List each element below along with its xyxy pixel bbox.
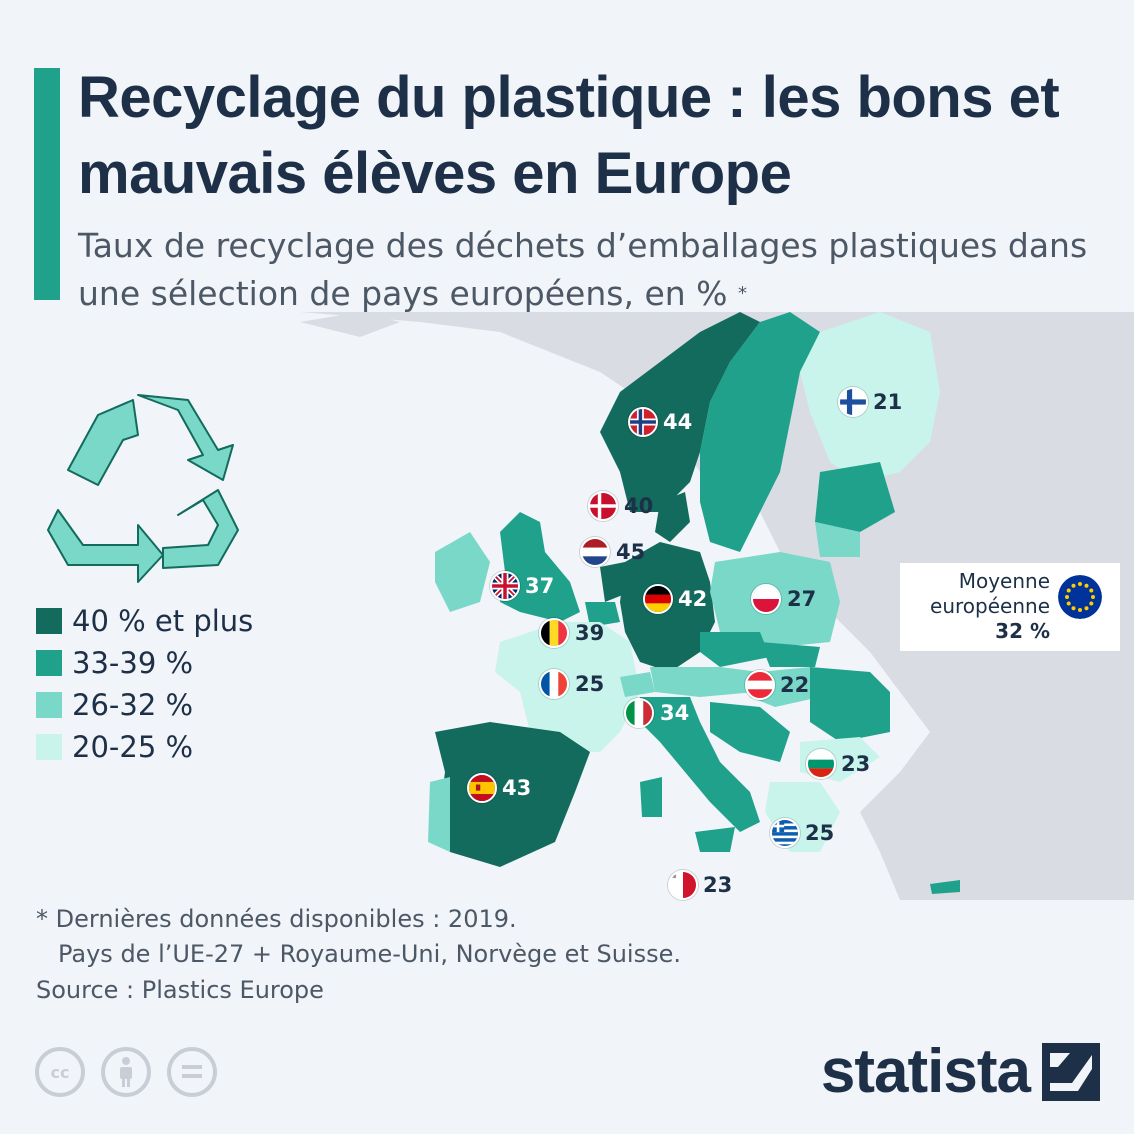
norway-flag-icon bbox=[628, 407, 658, 437]
legend-item: 33-39 % bbox=[36, 642, 253, 684]
svg-text:cc: cc bbox=[51, 1063, 70, 1082]
denmark-value: 40 bbox=[624, 494, 654, 518]
austria-flag-icon bbox=[745, 670, 775, 700]
region-belgium bbox=[585, 602, 620, 627]
uk-flag-icon bbox=[490, 571, 520, 601]
region-finland bbox=[800, 312, 940, 482]
italy-value: 34 bbox=[660, 701, 690, 725]
recycle-icon bbox=[47, 394, 239, 583]
eu-flag-icon bbox=[1058, 575, 1102, 619]
eu-average-value: 32 % bbox=[995, 619, 1050, 643]
accent-bar bbox=[34, 68, 60, 300]
legend-swatch bbox=[36, 692, 62, 718]
region-romania bbox=[810, 667, 890, 742]
legend-swatch bbox=[36, 734, 62, 760]
region-austria bbox=[650, 667, 760, 697]
spain-value: 43 bbox=[502, 776, 532, 800]
footnote-line1: * Dernières données disponibles : 2019. bbox=[36, 905, 517, 933]
malta-value: 23 bbox=[703, 873, 733, 897]
equals-icon[interactable] bbox=[166, 1046, 218, 1098]
legend-swatch bbox=[36, 650, 62, 676]
eu-average-line2: européenne bbox=[930, 594, 1050, 618]
legend-label: 20-25 % bbox=[72, 730, 194, 764]
other-land bbox=[300, 312, 1134, 900]
person-icon[interactable] bbox=[100, 1046, 152, 1098]
logo-text: statista bbox=[820, 1037, 1031, 1106]
france-flag-icon bbox=[539, 669, 569, 699]
norway-value: 44 bbox=[663, 410, 693, 434]
region-uk bbox=[500, 512, 580, 622]
bulgaria-value: 23 bbox=[841, 752, 871, 776]
belgium-value: 39 bbox=[575, 621, 605, 645]
legend-swatch bbox=[36, 608, 62, 634]
netherlands-flag-icon bbox=[580, 537, 610, 567]
netherlands-value: 45 bbox=[616, 540, 646, 564]
italy-flag-icon bbox=[624, 698, 654, 728]
poland-flag-icon bbox=[751, 584, 781, 614]
uk-value: 37 bbox=[525, 574, 555, 598]
region-norway bbox=[600, 312, 760, 512]
region-spain bbox=[435, 722, 590, 867]
statista-logo[interactable]: statista bbox=[821, 1036, 1100, 1107]
footnote-line2: Pays de l’UE-27 + Royaume-Uni, Norvège e… bbox=[58, 940, 681, 968]
legend-label: 33-39 % bbox=[72, 646, 194, 680]
legend-item: 20-25 % bbox=[36, 726, 253, 768]
finland-flag-icon bbox=[838, 387, 868, 417]
page-title: Recyclage du plastique : les bons et mau… bbox=[78, 65, 1060, 206]
subtitle: Taux de recyclage des déchets d’emballag… bbox=[78, 222, 1118, 318]
germany-flag-icon bbox=[643, 584, 673, 614]
region-denmark bbox=[655, 492, 690, 542]
license-icons: cc bbox=[34, 1046, 218, 1098]
legend-label: 26-32 % bbox=[72, 688, 194, 722]
belgium-flag-icon bbox=[539, 618, 569, 648]
spain-flag-icon bbox=[467, 773, 497, 803]
germany-value: 42 bbox=[678, 587, 708, 611]
region-sweden bbox=[700, 312, 820, 552]
malta-flag-icon bbox=[668, 870, 698, 900]
bulgaria-flag-icon bbox=[806, 749, 836, 779]
subtitle-text: Taux de recyclage des déchets d’emballag… bbox=[78, 226, 1088, 313]
austria-value: 22 bbox=[780, 673, 810, 697]
region-ireland bbox=[435, 532, 490, 612]
poland-value: 27 bbox=[787, 587, 817, 611]
eu-average-line1: Moyenne bbox=[958, 569, 1050, 593]
footnote-mark: * bbox=[738, 283, 748, 304]
eu-average-box: Moyenne européenne 32 % bbox=[900, 563, 1120, 651]
legend-item: 26-32 % bbox=[36, 684, 253, 726]
source-text: Source : Plastics Europe bbox=[36, 976, 324, 1004]
statista-logo-icon bbox=[1042, 1042, 1100, 1101]
region-italy bbox=[640, 697, 760, 832]
eu-average-text: Moyenne européenne 32 % bbox=[930, 569, 1050, 644]
finland-value: 21 bbox=[873, 390, 903, 414]
legend-item: 40 % et plus bbox=[36, 600, 253, 642]
france-value: 25 bbox=[575, 672, 605, 696]
legend: 40 % et plus 33-39 % 26-32 % 20-25 % bbox=[36, 600, 253, 768]
legend-label: 40 % et plus bbox=[72, 604, 254, 638]
denmark-flag-icon bbox=[588, 491, 618, 521]
greece-value: 25 bbox=[805, 821, 835, 845]
greece-flag-icon bbox=[770, 818, 800, 848]
footnote: * Dernières données disponibles : 2019. … bbox=[36, 902, 681, 972]
cc-icon[interactable]: cc bbox=[34, 1046, 86, 1098]
